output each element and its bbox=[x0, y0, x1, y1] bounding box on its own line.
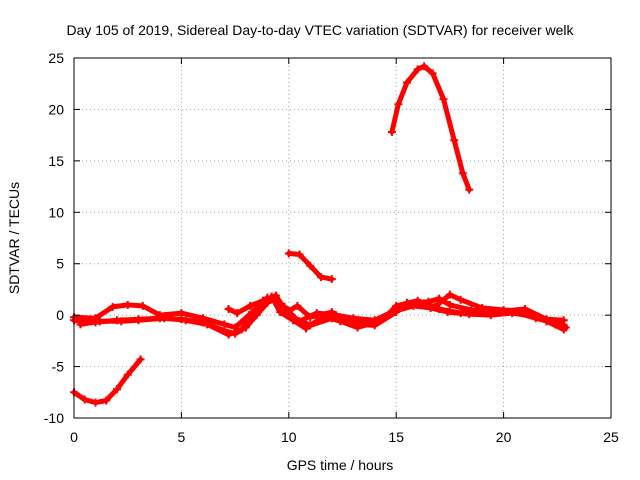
data-point bbox=[112, 385, 121, 394]
data-point bbox=[108, 302, 117, 311]
y-tick-label: 10 bbox=[48, 204, 64, 220]
data-point bbox=[402, 78, 411, 87]
data-point bbox=[301, 324, 310, 333]
data-point bbox=[392, 306, 401, 314]
x-tick-label: 10 bbox=[281, 429, 297, 445]
data-point bbox=[317, 273, 326, 282]
data-point bbox=[445, 300, 454, 309]
data-point bbox=[428, 69, 437, 78]
data-point bbox=[435, 304, 444, 313]
data-point bbox=[181, 316, 190, 325]
data-point bbox=[353, 323, 362, 332]
series-layer bbox=[70, 62, 570, 407]
y-axis-label: SDTVAR / TECUs bbox=[6, 182, 22, 294]
data-point bbox=[561, 323, 570, 332]
data-point bbox=[542, 315, 551, 324]
data-point bbox=[76, 320, 85, 329]
data-point bbox=[336, 317, 345, 326]
y-tick-label: 15 bbox=[48, 153, 64, 169]
data-point bbox=[445, 290, 454, 299]
series-line bbox=[71, 292, 567, 332]
data-point bbox=[439, 95, 448, 104]
data-point bbox=[413, 65, 422, 74]
series-arc-mid bbox=[284, 249, 336, 284]
data-point bbox=[559, 316, 568, 325]
x-tick-label: 0 bbox=[70, 429, 78, 445]
y-tick-label: 20 bbox=[48, 101, 64, 117]
data-point bbox=[134, 316, 143, 325]
y-tick-label: -5 bbox=[52, 359, 65, 375]
data-point bbox=[456, 295, 465, 304]
data-point bbox=[237, 325, 246, 334]
plot-frame bbox=[73, 57, 612, 419]
data-point bbox=[420, 62, 429, 71]
series-arc-peak bbox=[387, 62, 474, 194]
data-point bbox=[295, 317, 304, 326]
data-point bbox=[478, 308, 487, 317]
data-point bbox=[80, 395, 89, 404]
data-point bbox=[465, 185, 474, 194]
data-point bbox=[295, 250, 304, 259]
data-point bbox=[224, 304, 233, 313]
data-point bbox=[224, 330, 233, 339]
data-point bbox=[387, 128, 396, 137]
x-tick-label: 20 bbox=[496, 429, 512, 445]
x-tick-label: 15 bbox=[388, 429, 404, 445]
data-point bbox=[117, 317, 126, 326]
data-point bbox=[95, 317, 104, 326]
data-point bbox=[499, 307, 508, 316]
series-band-4 bbox=[224, 291, 568, 326]
data-point bbox=[282, 309, 291, 318]
data-point bbox=[246, 301, 255, 310]
data-point bbox=[136, 355, 145, 364]
data-point bbox=[233, 309, 242, 318]
data-point bbox=[102, 396, 111, 405]
data-point bbox=[521, 304, 530, 313]
data-point bbox=[458, 169, 467, 178]
data-point bbox=[284, 249, 293, 258]
data-point bbox=[271, 291, 280, 300]
data-point bbox=[370, 316, 379, 325]
series-line bbox=[389, 63, 472, 193]
x-tick-label: 25 bbox=[603, 429, 619, 445]
y-tick-label: 5 bbox=[56, 256, 64, 272]
data-point bbox=[312, 309, 321, 318]
y-tick-label: -10 bbox=[44, 410, 64, 426]
data-point bbox=[254, 303, 263, 312]
data-point bbox=[198, 314, 207, 323]
data-point bbox=[293, 301, 302, 310]
x-tick-label: 5 bbox=[178, 429, 186, 445]
data-point bbox=[160, 314, 169, 323]
data-point bbox=[327, 275, 336, 284]
data-point bbox=[394, 100, 403, 109]
data-point bbox=[203, 320, 212, 329]
data-point bbox=[276, 308, 285, 317]
chart-title: Day 105 of 2019, Sidereal Day-to-day VTE… bbox=[66, 22, 574, 38]
data-point bbox=[349, 314, 358, 323]
data-point bbox=[456, 309, 465, 318]
data-point bbox=[91, 398, 100, 407]
data-point bbox=[450, 136, 459, 145]
data-point bbox=[259, 296, 268, 305]
data-point bbox=[306, 261, 315, 270]
data-point bbox=[123, 300, 132, 309]
y-tick-label: 25 bbox=[48, 50, 64, 66]
tick-layer: 0 5 10 15 20 25 -10 -5 0 5 10 15 20 25 bbox=[44, 50, 619, 445]
data-point bbox=[177, 309, 186, 318]
data-point bbox=[138, 301, 147, 310]
x-axis-label: GPS time / hours bbox=[287, 457, 394, 473]
data-point bbox=[220, 320, 229, 329]
y-tick-label: 0 bbox=[56, 307, 64, 323]
data-point bbox=[123, 370, 132, 379]
data-point bbox=[332, 311, 341, 320]
data-point bbox=[413, 300, 422, 309]
series-arc-low-start bbox=[70, 355, 145, 407]
